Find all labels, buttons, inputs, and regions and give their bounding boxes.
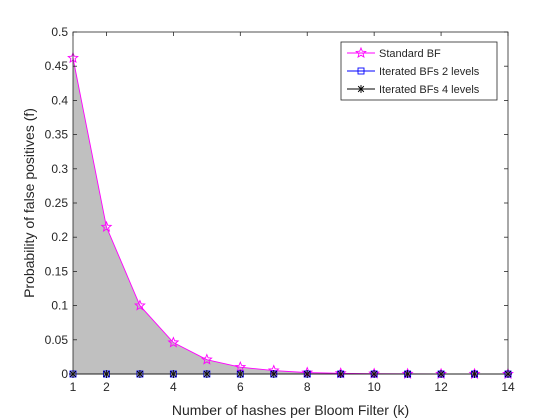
standard-bf-shaded-area (73, 57, 508, 374)
y-tick-label: 0 (61, 367, 68, 381)
y-tick-label: 0.1 (51, 299, 68, 313)
y-axis-label: Probability of false positives (f) (21, 108, 37, 298)
legend-marker-iterated-bfs-4-levels (357, 85, 365, 93)
x-tick-label: 8 (304, 380, 311, 394)
y-tick-label: 0.5 (51, 25, 68, 39)
data-point-standard-bf (234, 360, 247, 373)
x-axis-label: Number of hashes per Bloom Filter (k) (172, 402, 409, 418)
data-point-standard-bf (134, 299, 146, 311)
x-tick-label: 12 (434, 380, 448, 394)
legend-marker-iterated-bfs-2-levels (357, 67, 365, 75)
legend: Standard BF Iterated BFs 2 levels Iterated… (340, 41, 498, 101)
data-point-standard-bf (167, 336, 180, 348)
x-tick-label: 4 (170, 380, 177, 394)
legend-label-standard-bf: Standard BF (379, 48, 441, 60)
y-tick-label: 0.45 (45, 59, 69, 73)
y-tick-label: 0.4 (51, 93, 68, 107)
x-tick-label: 1 (70, 380, 77, 394)
y-tick-label: 0.3 (51, 162, 68, 176)
fill-area-layer (73, 57, 508, 374)
legend-label-iterated-bfs-4-levels: Iterated BFs 4 levels (379, 84, 480, 96)
y-tick-label: 0.15 (45, 264, 69, 278)
x-tick-label: 14 (501, 380, 515, 394)
x-tick-label: 6 (237, 380, 244, 394)
y-tick-label: 0.05 (45, 333, 69, 347)
legend-label-iterated-bfs-2-levels: Iterated BFs 2 levels (379, 66, 480, 78)
legend-items: Standard BF Iterated BFs 2 levels Iterated… (347, 46, 480, 96)
y-tick-label: 0.2 (51, 230, 68, 244)
ticks-layer: 1 2 4 6 8 10 12 1400.050.10.150.20.250.30.350.4… (45, 25, 515, 394)
data-point-standard-bf (200, 353, 213, 365)
y-tick-label: 0.25 (45, 196, 69, 210)
data-point-standard-bf (100, 220, 113, 232)
legend-marker-standard-bf (355, 46, 367, 59)
x-tick-label: 2 (103, 380, 110, 394)
x-tick-label: 10 (367, 380, 381, 394)
y-tick-label: 0.35 (45, 128, 69, 142)
